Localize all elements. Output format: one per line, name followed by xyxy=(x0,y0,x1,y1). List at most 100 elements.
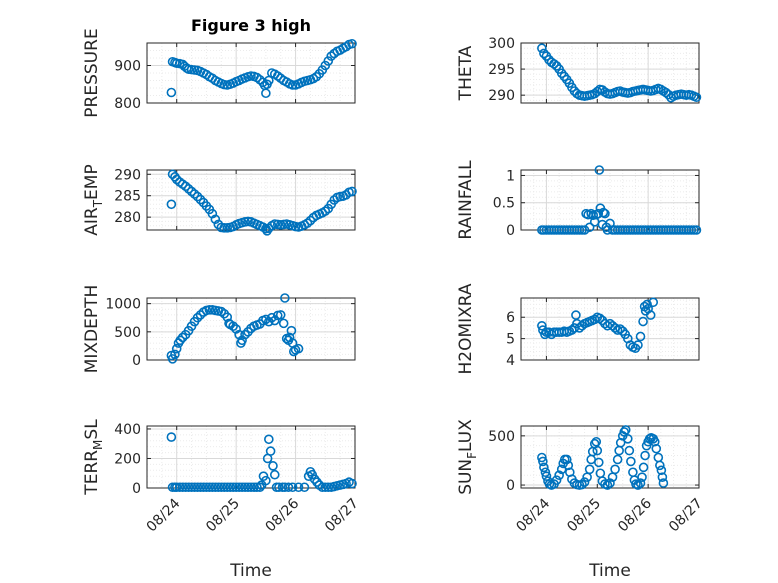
data-point xyxy=(177,482,188,493)
data-point xyxy=(610,323,620,333)
data-point xyxy=(691,225,702,235)
y-tick-label: 290 xyxy=(488,88,515,104)
data-point xyxy=(189,189,200,199)
data-point xyxy=(210,214,221,225)
data-point xyxy=(591,436,602,447)
data-point xyxy=(231,482,241,493)
data-point xyxy=(170,349,180,360)
x-axis-label: Time xyxy=(229,561,272,581)
data-point xyxy=(633,340,643,350)
data-point xyxy=(174,482,185,493)
data-point xyxy=(347,186,357,197)
data-point xyxy=(180,181,191,192)
data-point xyxy=(593,208,604,219)
data-point xyxy=(612,454,623,465)
y-tick-label: 0 xyxy=(132,481,141,497)
data-point xyxy=(166,87,177,98)
x-tick-label: 08/24 xyxy=(513,495,553,535)
data-point xyxy=(622,433,633,444)
data-point xyxy=(237,482,247,493)
data-point xyxy=(661,87,671,98)
data-point xyxy=(183,184,194,194)
y-axis-label: MIXDEPTH xyxy=(82,285,102,374)
data-point xyxy=(266,312,277,323)
data-point xyxy=(595,313,605,324)
data-point xyxy=(605,478,615,488)
data-point xyxy=(579,225,590,235)
data-point xyxy=(633,480,643,490)
data-point xyxy=(166,432,177,442)
y-axis-label: H2OMIXRA xyxy=(456,283,476,374)
data-point xyxy=(180,482,191,493)
data-point xyxy=(213,482,224,493)
data-point xyxy=(269,469,280,480)
data-point xyxy=(537,320,547,331)
data-point xyxy=(269,315,280,326)
data-point xyxy=(645,310,656,320)
axes-box xyxy=(146,425,356,489)
data-point xyxy=(189,482,200,493)
data-point xyxy=(317,482,328,493)
data-point xyxy=(551,475,562,485)
data-point xyxy=(204,482,215,493)
data-point xyxy=(624,445,635,456)
data-point xyxy=(228,482,238,493)
x-tick-label: 08/25 xyxy=(564,496,604,536)
x-axis-label: Time xyxy=(588,561,631,581)
data-point xyxy=(541,471,552,481)
data-point xyxy=(320,482,331,493)
data-point xyxy=(261,475,271,486)
data-point xyxy=(640,450,650,461)
data-point xyxy=(287,80,298,90)
data-point xyxy=(584,464,595,475)
y-tick-label: 200 xyxy=(114,451,141,467)
data-point xyxy=(323,56,334,66)
y-tick-label: 5 xyxy=(506,332,515,348)
data-point xyxy=(635,331,646,342)
data-point xyxy=(198,482,209,493)
data-point xyxy=(579,477,590,487)
data-point xyxy=(602,480,613,490)
data-point xyxy=(275,310,286,320)
data-point xyxy=(653,452,664,463)
data-point xyxy=(201,482,212,493)
y-axis-label: TERRMSL xyxy=(82,419,105,496)
data-point xyxy=(219,223,230,233)
data-point xyxy=(320,206,331,216)
y-axis-label: AIRTEMP xyxy=(82,164,105,235)
y-tick-label: 500 xyxy=(488,429,515,445)
data-point xyxy=(195,194,206,205)
data-point xyxy=(210,482,221,493)
data-point xyxy=(598,207,609,218)
data-point xyxy=(635,478,646,488)
subplot-1: 800 900 PRESSURE Figure 3 high xyxy=(82,16,357,118)
data-point xyxy=(274,482,284,493)
y-tick-label: 280 xyxy=(114,210,141,226)
data-point xyxy=(216,482,227,493)
data-point xyxy=(311,71,322,82)
data-point xyxy=(656,465,667,476)
data-point xyxy=(586,454,596,465)
axes-box xyxy=(146,297,356,361)
data-point xyxy=(183,482,194,493)
data-point xyxy=(655,460,665,471)
data-point xyxy=(171,482,182,493)
data-point xyxy=(255,482,265,493)
data-point xyxy=(288,346,299,357)
data-point xyxy=(171,174,182,185)
subplot-3: 280 285 290 AIRTEMP xyxy=(82,164,357,236)
x-tick-label: 08/27 xyxy=(666,496,706,536)
data-point xyxy=(207,482,218,493)
data-point xyxy=(649,436,660,447)
data-point xyxy=(563,460,574,471)
chart-title: Figure 3 high xyxy=(191,16,311,35)
data-point xyxy=(584,222,595,233)
data-point xyxy=(264,434,274,445)
y-tick-label: 1000 xyxy=(105,297,141,313)
y-tick-label: 0.5 xyxy=(493,196,515,212)
data-point xyxy=(171,343,182,354)
data-point xyxy=(637,472,647,482)
data-point xyxy=(594,457,604,468)
y-axis-label: THETA xyxy=(456,45,476,101)
